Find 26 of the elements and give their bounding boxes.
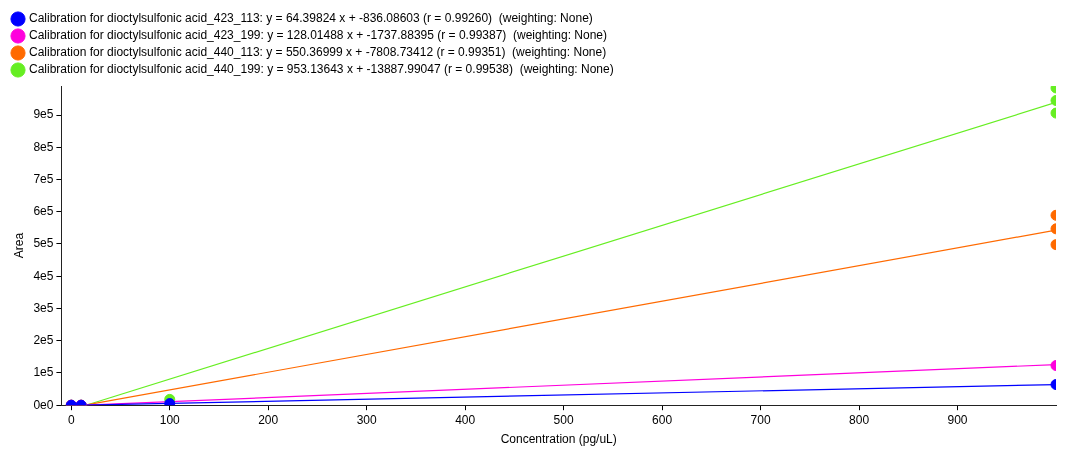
x-tick-label: 400: [455, 412, 476, 427]
y-tick-label: 3e5: [33, 300, 54, 315]
x-tick-label: 100: [159, 412, 181, 427]
y-axis-title: Area: [11, 232, 26, 259]
y-tick-label: 9e5: [33, 107, 54, 122]
legend-label: Calibration for dioctylsulfonic acid_423_199: y = 128.01488 x + -1737.88395 (r = 0.99387) (weighting: None): [29, 28, 608, 43]
x-tick-label: 600: [652, 412, 673, 427]
y-tick-label: 7e5: [33, 171, 54, 186]
x-tick-label: 700: [750, 412, 771, 427]
y-tick-label: 6e5: [33, 204, 54, 219]
x-tick-label: 800: [849, 412, 870, 427]
y-tick-label: 2e5: [33, 333, 54, 348]
x-tick-label: 200: [258, 412, 279, 427]
y-tick-label: 8e5: [33, 139, 54, 154]
x-tick-label: 900: [947, 412, 968, 427]
x-tick-label: 0: [67, 412, 75, 427]
y-tick-label: 4e5: [33, 268, 54, 283]
y-tick-label: 1e5: [33, 365, 54, 380]
x-tick-label: 500: [553, 412, 574, 427]
legend-label: Calibration for dioctylsulfonic acid_440_199: y = 953.13643 x + -13887.99047 (r = 0.99538) (weighting: None): [29, 62, 614, 77]
y-tick-label: 5e5: [33, 236, 54, 251]
y-tick-label: 0e0: [33, 397, 54, 412]
legend-label: Calibration for dioctylsulfonic acid_423_113: y = 64.39824 x + -836.08603 (r = 0.99260) (weighting: None): [29, 11, 593, 26]
x-axis-title: Concentration (pg/uL): [500, 432, 617, 447]
legend-label: Calibration for dioctylsulfonic acid_440_113: y = 550.36999 x + -7808.73412 (r = 0.99351) (weighting: None): [29, 45, 607, 60]
x-tick-label: 300: [356, 412, 378, 427]
